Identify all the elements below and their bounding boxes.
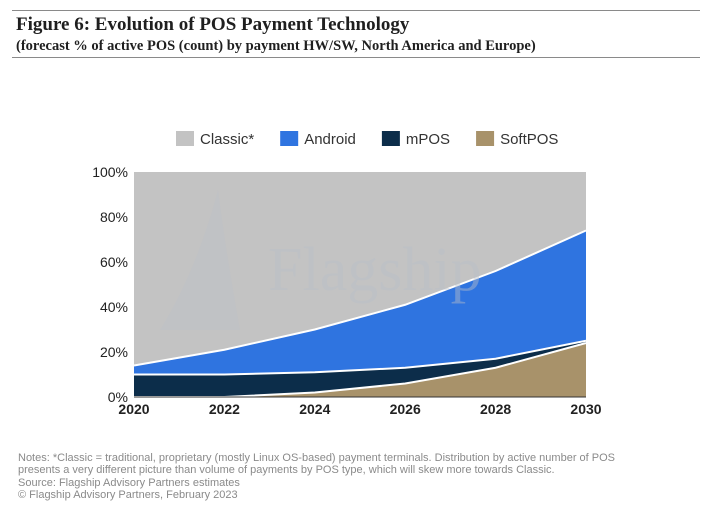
- y-tick-label: 40%: [100, 299, 128, 315]
- y-tick-label: 0%: [108, 389, 128, 405]
- source-line: Source: Flagship Advisory Partners estim…: [18, 476, 240, 489]
- plot-area: [133, 172, 587, 398]
- area-mpos: [134, 340, 586, 397]
- legend-swatch-android: [280, 131, 299, 146]
- x-tick-label: 2028: [480, 401, 511, 417]
- axes: 0% 20% 40% 60% 80% 100% 2020 2022 2024 2026 2028 20…: [92, 164, 602, 417]
- figure-subtitle: (forecast % of active POS (count) by pay…: [16, 38, 536, 54]
- x-tick-label: 2022: [209, 401, 240, 417]
- y-tick-label: 20%: [100, 344, 128, 360]
- legend-label-classic: Classic*: [200, 131, 254, 148]
- notes-block: Notes: *Classic = traditional, proprieta…: [18, 452, 708, 501]
- legend-label-android: Android: [304, 131, 356, 148]
- figure-title: Figure 6: Evolution of POS Payment Techn…: [16, 14, 410, 35]
- y-tick-label: 100%: [92, 164, 128, 180]
- legend-label-mpos: mPOS: [406, 131, 450, 148]
- legend-label-softpos: SoftPOS: [500, 131, 558, 148]
- y-tick-label: 60%: [100, 254, 128, 270]
- notes-line-2: presents a very different picture than v…: [18, 464, 555, 477]
- x-tick-label: 2026: [390, 401, 421, 417]
- boundary-line-mpos: [134, 339, 587, 376]
- legend-swatch-softpos: [476, 131, 495, 146]
- legend-swatch-classic: [176, 131, 194, 146]
- stacked-area-chart: Flagship 0% 20% 40% 60% 80% 100% 2020 2022 2024 2…: [92, 131, 602, 417]
- x-tick-label: 2030: [570, 401, 601, 417]
- legend: Classic* Android mPOS SoftPOS: [176, 131, 558, 148]
- x-tick-label: 2024: [299, 401, 330, 417]
- copyright-line: © Flagship Advisory Partners, February 2…: [18, 488, 238, 501]
- area-android: [134, 230, 586, 375]
- boundary-line-android: [133, 229, 587, 367]
- legend-swatch-mpos: [381, 131, 400, 146]
- area-softpos: [134, 343, 586, 397]
- sail-logo-icon: [160, 190, 240, 330]
- watermark: Flagship: [160, 190, 482, 330]
- x-tick-label: 2020: [118, 401, 149, 417]
- subtitle-rule: [12, 57, 700, 58]
- watermark-text: Flagship: [268, 236, 482, 304]
- top-rule: [12, 10, 700, 11]
- area-classic: [134, 172, 586, 366]
- y-tick-label: 80%: [100, 209, 128, 225]
- notes-line-1: Notes: *Classic = traditional, proprieta…: [18, 452, 615, 464]
